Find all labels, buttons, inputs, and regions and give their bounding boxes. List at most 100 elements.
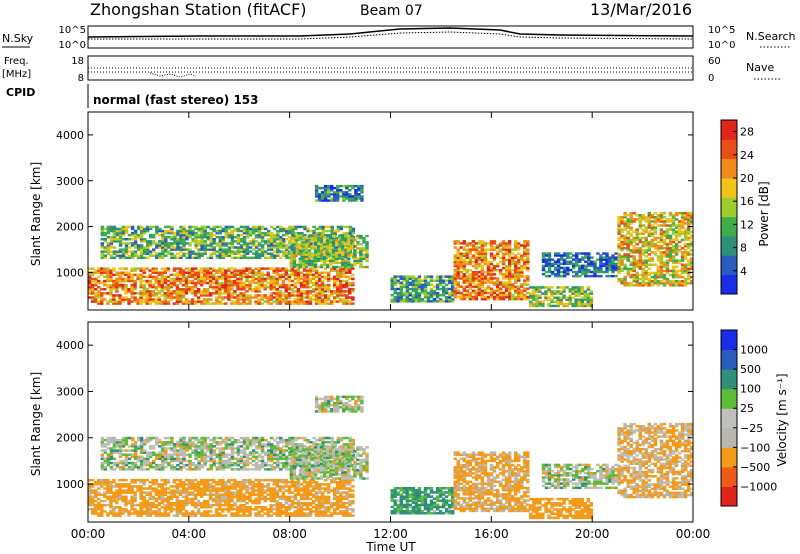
power-cell — [304, 259, 309, 263]
power-cell — [118, 283, 122, 287]
power-cell — [647, 220, 652, 223]
power-cell — [362, 257, 366, 260]
power-cell — [526, 242, 530, 245]
power-cell — [333, 275, 337, 279]
power-cell — [130, 294, 134, 297]
velocity-cell — [215, 497, 219, 501]
power-cell — [251, 229, 256, 233]
power-cell — [620, 236, 624, 240]
power-cell — [541, 266, 546, 270]
power-cell — [441, 294, 446, 297]
power-cell — [562, 290, 566, 293]
power-cell — [411, 287, 416, 291]
power-cell — [206, 298, 210, 301]
velocity-cell — [130, 489, 134, 492]
power-cell — [399, 275, 404, 278]
power-cell — [556, 290, 560, 293]
power-cell — [289, 251, 294, 254]
power-cell — [605, 258, 609, 261]
power-cell — [626, 226, 630, 229]
power-cell — [239, 288, 243, 291]
power-cell — [477, 258, 482, 262]
power-cell — [581, 252, 585, 255]
power-cell — [133, 246, 138, 249]
power-cell — [269, 275, 273, 279]
power-cell — [319, 257, 324, 260]
power-cell — [517, 293, 521, 297]
power-cell — [459, 293, 464, 297]
velocity-cell — [172, 501, 177, 505]
power-cell — [266, 267, 270, 270]
power-cell — [342, 298, 346, 301]
power-cell — [602, 264, 606, 268]
power-cell — [474, 264, 479, 268]
velocity-cell — [166, 503, 171, 507]
power-cell — [353, 249, 357, 252]
power-cell — [480, 279, 485, 282]
power-cell — [322, 263, 327, 267]
power-cell — [671, 269, 676, 273]
power-cell — [242, 267, 246, 270]
power-cell — [656, 269, 661, 273]
power-cell — [629, 261, 633, 264]
power-cell — [212, 238, 216, 241]
power-cell — [236, 236, 241, 239]
power-cell — [230, 231, 235, 235]
power-cell — [136, 256, 141, 260]
power-cell — [390, 283, 394, 287]
power-cell — [508, 293, 512, 297]
power-cell — [292, 249, 297, 252]
power-cell — [321, 229, 325, 233]
power-cell — [677, 249, 682, 252]
power-cell — [293, 300, 298, 303]
power-cell — [308, 290, 313, 293]
power-cell — [665, 280, 670, 283]
power-cell — [170, 236, 174, 239]
power-cell — [336, 199, 340, 202]
velocity-cell — [224, 489, 228, 492]
power-cell — [571, 290, 575, 293]
power-cell — [690, 218, 694, 221]
power-cell — [203, 292, 207, 295]
power-cell — [206, 256, 210, 260]
power-cell — [674, 275, 679, 279]
power-cell — [511, 269, 515, 272]
power-cell — [674, 261, 679, 264]
power-cell — [103, 281, 107, 285]
power-cell — [121, 227, 126, 231]
velocity-cell — [196, 489, 201, 492]
velocity-cell — [91, 508, 95, 511]
power-cell — [257, 273, 261, 277]
velocity-cell — [236, 493, 240, 496]
velocity-cell — [178, 510, 183, 513]
power-cell — [260, 244, 265, 247]
velocity-cell — [224, 485, 228, 488]
power-cell — [287, 273, 292, 277]
power-cell — [151, 290, 155, 293]
power-cell — [593, 260, 597, 263]
power-cell — [279, 240, 283, 243]
power-cell — [453, 258, 457, 262]
power-cell — [203, 233, 207, 237]
power-cell — [477, 250, 482, 253]
power-cell — [339, 275, 343, 279]
power-cell — [317, 292, 322, 295]
power-cell — [541, 264, 546, 268]
power-cell — [115, 227, 120, 231]
power-cell — [653, 236, 658, 240]
power-cell — [674, 247, 679, 250]
power-cell — [480, 281, 485, 284]
power-cell — [118, 250, 123, 253]
power-cell — [581, 268, 585, 272]
velocity-cell — [209, 491, 213, 494]
power-cell — [142, 283, 146, 287]
power-cell — [677, 228, 682, 231]
velocity-cell — [115, 497, 119, 501]
power-cell — [583, 294, 588, 297]
power-cell — [498, 250, 503, 253]
power-cell — [209, 302, 213, 305]
power-cell — [480, 248, 485, 251]
power-cell — [184, 290, 189, 293]
power-cell — [566, 262, 570, 266]
